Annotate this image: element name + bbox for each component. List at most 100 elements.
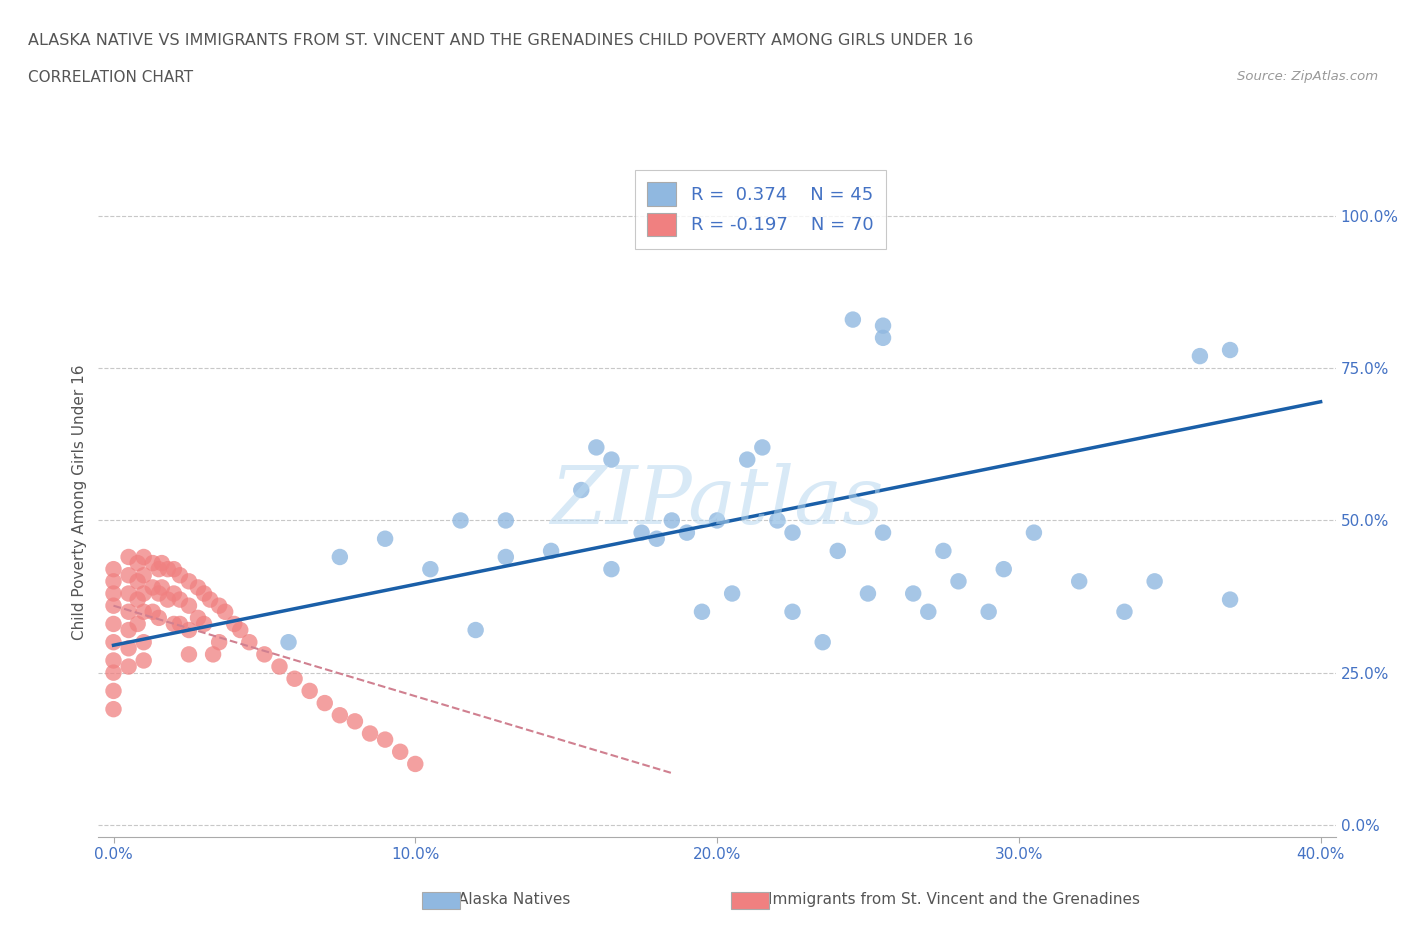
Point <box>389 744 412 759</box>
Point <box>903 586 925 601</box>
Point <box>284 671 307 686</box>
Point <box>193 586 215 601</box>
Point <box>117 550 139 565</box>
Point <box>343 714 366 729</box>
Point <box>1219 342 1241 357</box>
Point <box>540 543 562 558</box>
Text: ZIPatlas: ZIPatlas <box>550 463 884 541</box>
Point <box>842 312 865 327</box>
Point <box>1219 592 1241 607</box>
Point <box>253 647 276 662</box>
Point <box>177 598 200 613</box>
Point <box>374 732 396 747</box>
Point <box>132 604 155 619</box>
Point <box>132 635 155 650</box>
Point <box>117 622 139 637</box>
Point <box>690 604 713 619</box>
Point <box>1143 574 1166 589</box>
Point <box>782 525 804 540</box>
Point <box>103 617 125 631</box>
Point <box>132 653 155 668</box>
Point <box>993 562 1015 577</box>
Point <box>193 617 215 631</box>
Point <box>374 531 396 546</box>
Point <box>187 580 209 595</box>
Point <box>495 513 517 528</box>
Point <box>600 562 623 577</box>
Point <box>132 568 155 583</box>
Point <box>208 598 231 613</box>
Point <box>661 513 683 528</box>
Point <box>148 562 170 577</box>
Y-axis label: Child Poverty Among Girls Under 16: Child Poverty Among Girls Under 16 <box>72 365 87 640</box>
Point <box>127 574 149 589</box>
Point <box>103 665 125 680</box>
Point <box>872 330 894 345</box>
Point <box>169 568 191 583</box>
Text: Immigrants from St. Vincent and the Grenadines: Immigrants from St. Vincent and the Gren… <box>768 892 1140 907</box>
Point <box>132 550 155 565</box>
Point <box>142 604 165 619</box>
Point <box>177 574 200 589</box>
Point <box>782 604 804 619</box>
Text: CORRELATION CHART: CORRELATION CHART <box>28 70 193 85</box>
Point <box>585 440 607 455</box>
Point <box>148 586 170 601</box>
Point <box>706 513 728 528</box>
Point <box>208 635 231 650</box>
Point <box>150 555 173 570</box>
Point <box>132 586 155 601</box>
Point <box>751 440 773 455</box>
Point <box>177 622 200 637</box>
Point <box>169 617 191 631</box>
Point <box>977 604 1000 619</box>
Point <box>103 586 125 601</box>
Point <box>676 525 699 540</box>
Point <box>142 580 165 595</box>
Point <box>1188 349 1211 364</box>
Point <box>464 622 486 637</box>
Point <box>721 586 744 601</box>
Point <box>269 659 291 674</box>
Point <box>103 684 125 698</box>
Point <box>766 513 789 528</box>
Point <box>419 562 441 577</box>
Point <box>198 592 221 607</box>
Point <box>1069 574 1091 589</box>
Point <box>630 525 652 540</box>
Point <box>277 635 299 650</box>
Point <box>169 592 191 607</box>
Point <box>359 726 381 741</box>
Point <box>872 525 894 540</box>
Point <box>117 641 139 656</box>
Point <box>156 562 179 577</box>
Point <box>569 483 592 498</box>
Point <box>103 702 125 717</box>
Point <box>450 513 472 528</box>
Point <box>214 604 236 619</box>
Point <box>150 580 173 595</box>
Point <box>917 604 939 619</box>
Legend: R =  0.374    N = 45, R = -0.197    N = 70: R = 0.374 N = 45, R = -0.197 N = 70 <box>634 170 886 248</box>
Point <box>298 684 321 698</box>
Point <box>1114 604 1136 619</box>
Text: Source: ZipAtlas.com: Source: ZipAtlas.com <box>1237 70 1378 83</box>
Point <box>811 635 834 650</box>
Point <box>404 756 426 771</box>
Point <box>948 574 970 589</box>
Point <box>103 653 125 668</box>
Point <box>645 531 668 546</box>
Point <box>1022 525 1045 540</box>
Point <box>127 555 149 570</box>
Point <box>163 586 186 601</box>
Point <box>148 610 170 625</box>
Point <box>103 562 125 577</box>
Point <box>856 586 879 601</box>
Point <box>103 574 125 589</box>
Point <box>329 550 352 565</box>
Point <box>163 617 186 631</box>
Point <box>103 635 125 650</box>
Point <box>495 550 517 565</box>
Point <box>224 617 246 631</box>
Point <box>163 562 186 577</box>
